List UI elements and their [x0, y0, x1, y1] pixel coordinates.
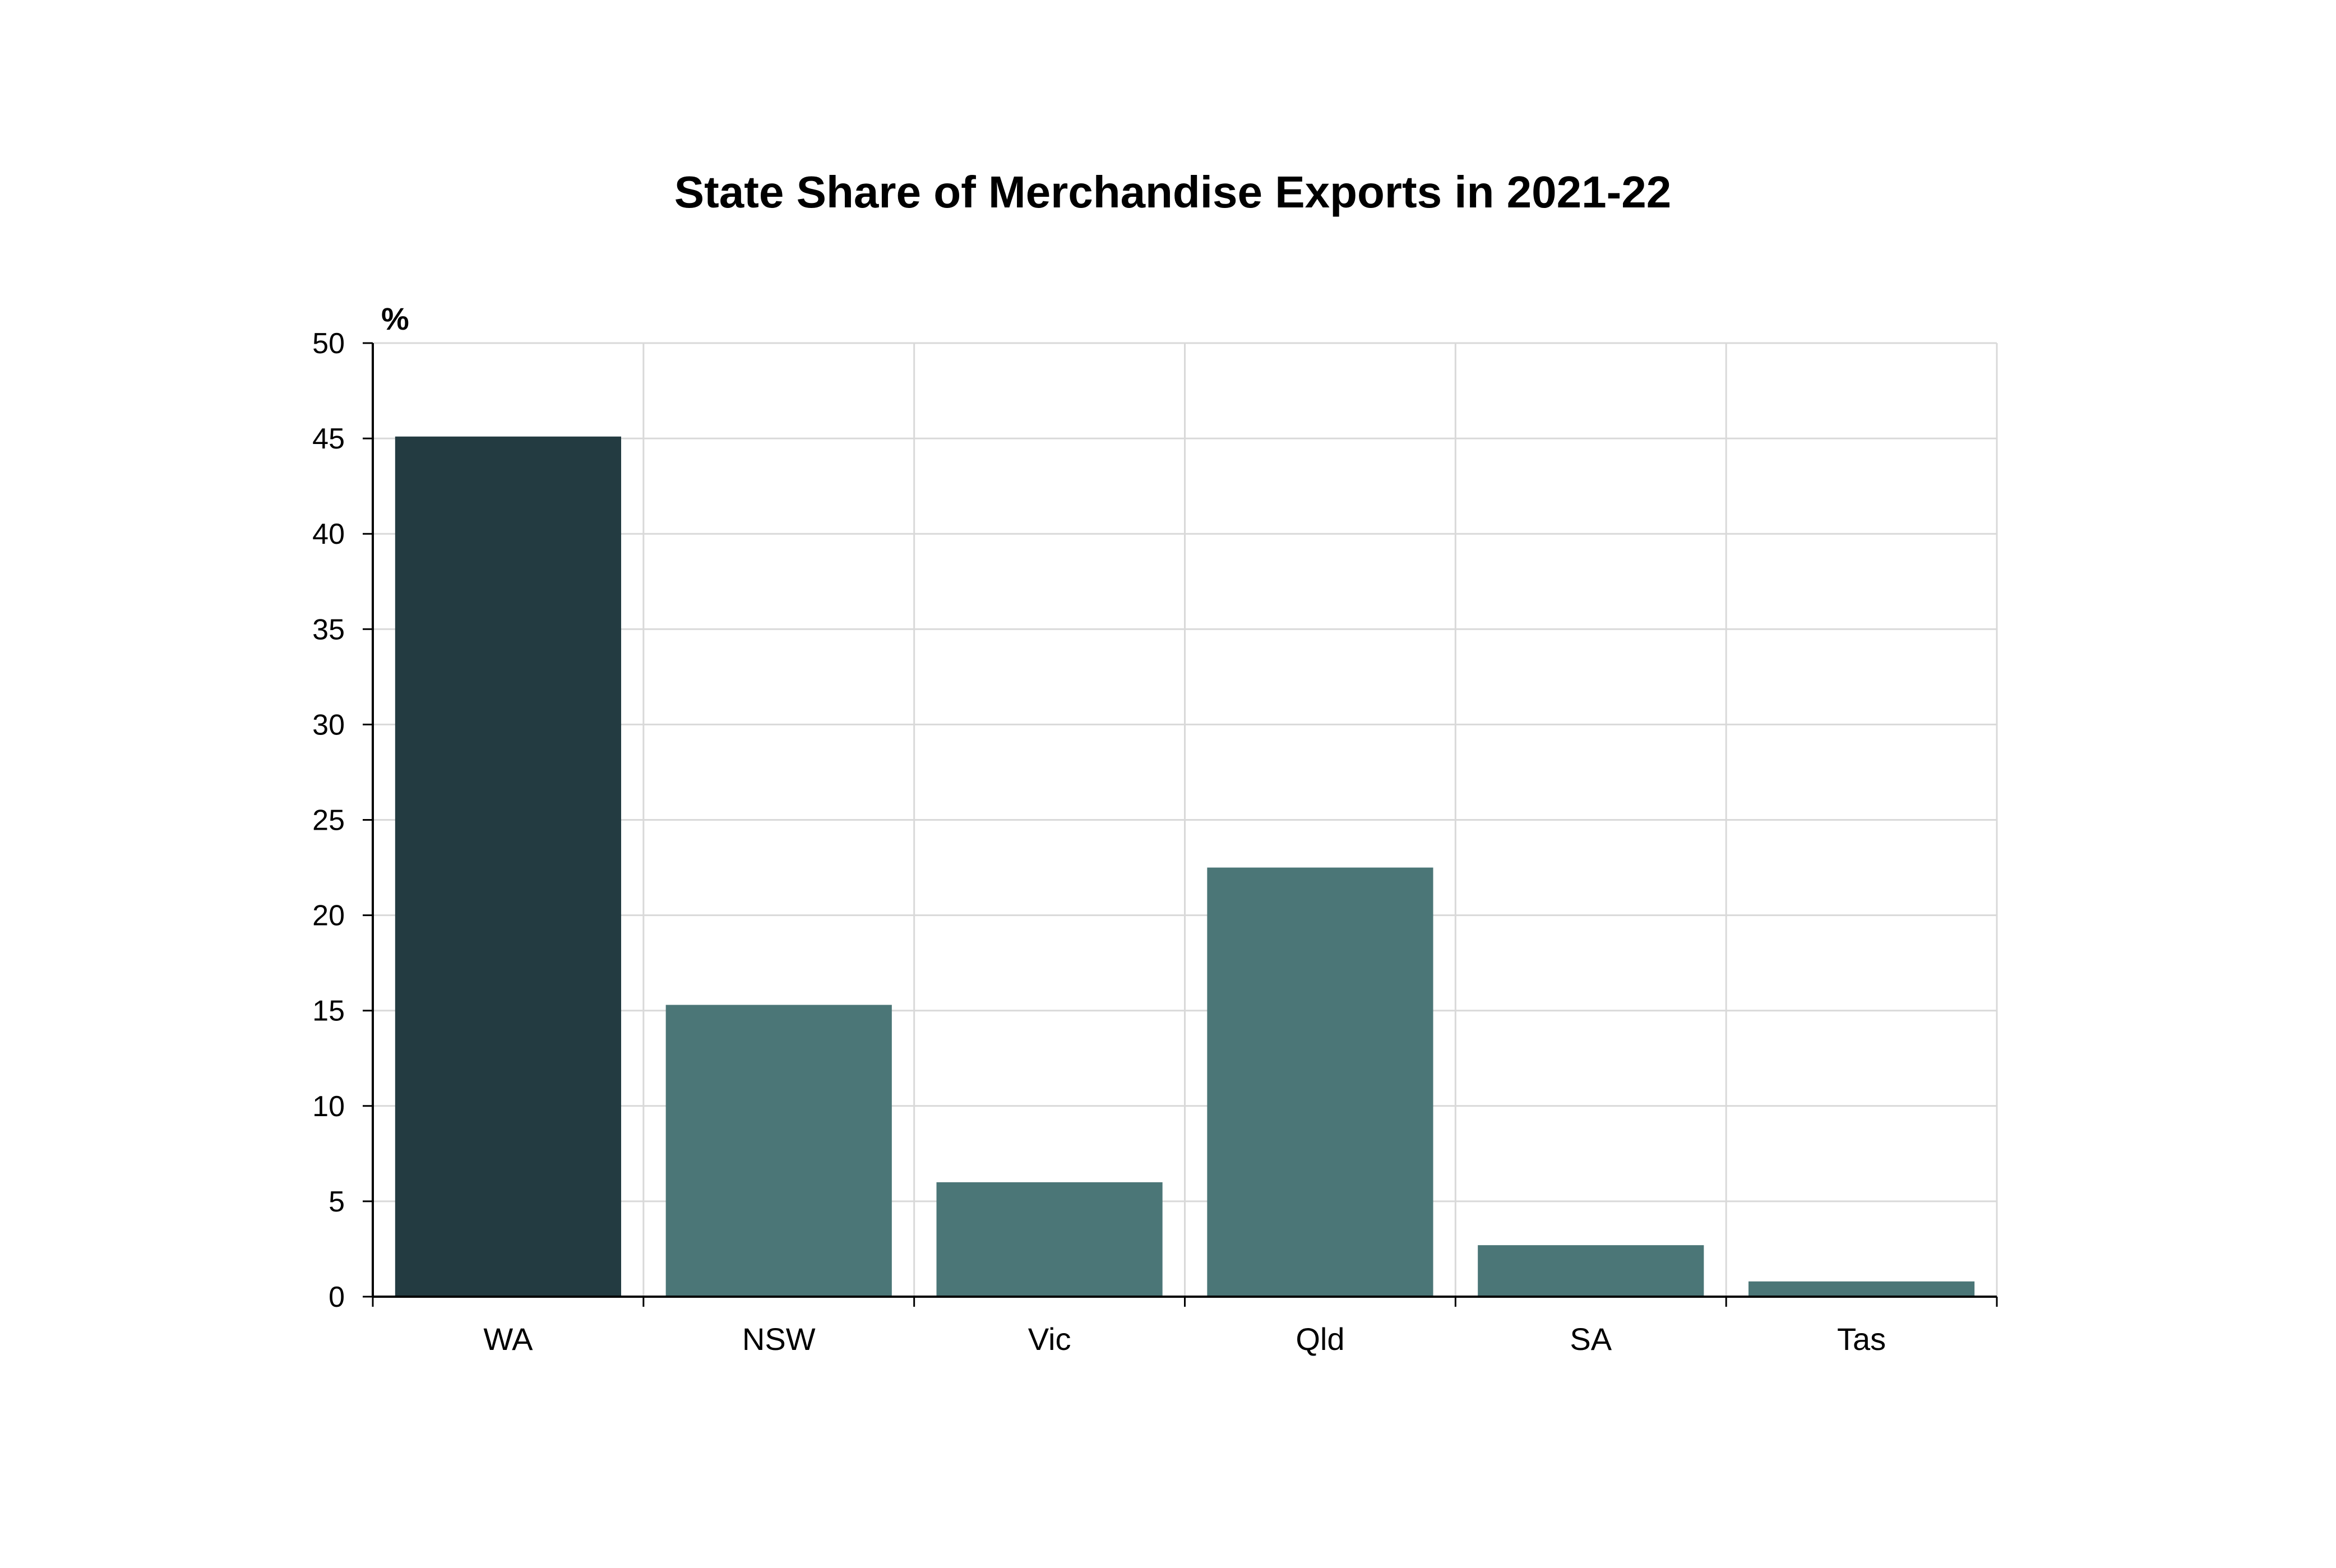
x-tick-label: SA	[1570, 1321, 1612, 1357]
y-tick-label: 10	[312, 1090, 345, 1123]
y-tick-label: 20	[312, 900, 345, 932]
x-tick-label: WA	[483, 1321, 533, 1357]
axes	[363, 342, 1998, 1307]
bar-wa	[395, 436, 621, 1297]
y-tick-label: 45	[312, 423, 345, 455]
bars	[395, 436, 1975, 1297]
y-tick-label: 30	[312, 709, 345, 741]
x-tick-label: Tas	[1837, 1321, 1886, 1357]
grid-lines	[373, 342, 1998, 1297]
y-tick-labels: 0 5 10 15 20 25 30 35 40 45 50	[312, 327, 345, 1313]
bar-sa	[1478, 1245, 1704, 1297]
bar-tas	[1748, 1281, 1975, 1297]
x-tick-label: NSW	[742, 1321, 816, 1357]
x-tick-label: Qld	[1296, 1321, 1344, 1357]
bar-qld	[1207, 867, 1433, 1297]
y-tick-label: 35	[312, 613, 345, 646]
chart-title: State Share of Merchandise Exports in 20…	[674, 167, 1671, 217]
y-axis-unit-label: %	[381, 301, 409, 336]
bar-vic	[936, 1182, 1163, 1297]
y-tick-label: 5	[329, 1186, 345, 1218]
y-tick-label: 15	[312, 995, 345, 1028]
y-tick-label: 0	[329, 1281, 345, 1313]
x-tick-labels: WA NSW Vic Qld SA Tas	[483, 1321, 1886, 1357]
y-tick-label: 40	[312, 518, 345, 551]
x-tick-label: Vic	[1028, 1321, 1071, 1357]
y-tick-label: 50	[312, 327, 345, 360]
bar-nsw	[665, 1005, 892, 1297]
y-tick-label: 25	[312, 804, 345, 837]
